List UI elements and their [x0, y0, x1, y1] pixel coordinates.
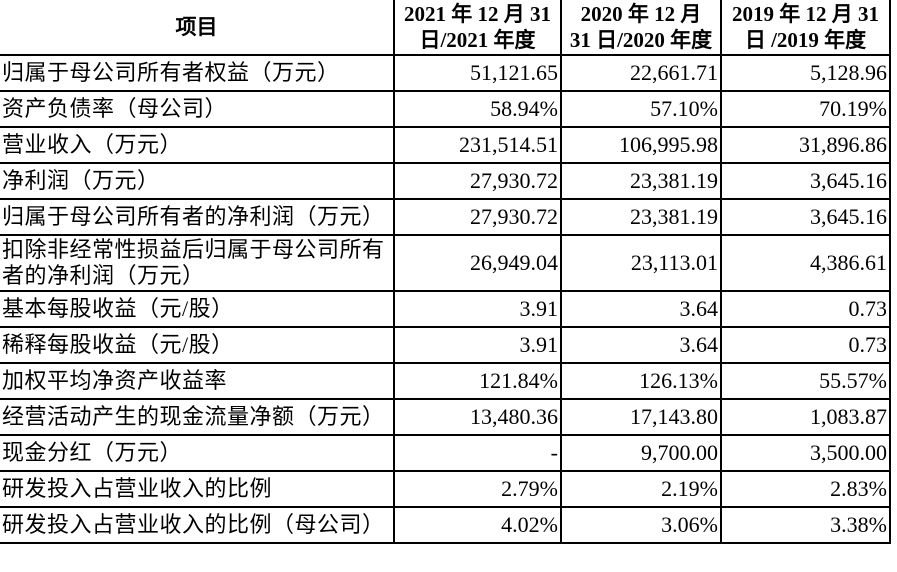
value-2019: 3,500.00: [720, 434, 891, 472]
row-label: 资产负债率（母公司）: [0, 90, 395, 128]
col-header-2020: 2020 年 12 月 31 日/2020 年度: [560, 0, 722, 56]
col-header-2021: 2021 年 12 月 31 日/2021 年度: [393, 0, 562, 56]
value-2021: 3.91: [393, 326, 562, 364]
row-label: 现金分红（万元）: [0, 434, 395, 472]
table-row: 稀释每股收益（元/股） 3.91 3.64 0.73: [0, 326, 891, 364]
table-row: 归属于母公司所有者权益（万元） 51,121.65 22,661.71 5,12…: [0, 54, 891, 92]
value-2020: 23,381.19: [560, 198, 722, 236]
value-2020: 17,143.80: [560, 398, 722, 436]
value-2021: 51,121.65: [393, 54, 562, 92]
value-2019: 3,645.16: [720, 162, 891, 200]
value-2021: 27,930.72: [393, 162, 562, 200]
value-2019: 70.19%: [720, 90, 891, 128]
row-label: 扣除非经常性损益后归属于母公司所有者的净利润（万元）: [0, 234, 395, 292]
value-2019: 4,386.61: [720, 234, 891, 292]
table-row: 基本每股收益（元/股） 3.91 3.64 0.73: [0, 290, 891, 328]
value-2019: 0.73: [720, 290, 891, 328]
value-2021: 13,480.36: [393, 398, 562, 436]
row-label: 归属于母公司所有者权益（万元）: [0, 54, 395, 92]
col-header-2019: 2019 年 12 月 31 日 /2019 年度: [720, 0, 891, 56]
value-2019: 5,128.96: [720, 54, 891, 92]
value-2021: 26,949.04: [393, 234, 562, 292]
table-row: 研发投入占营业收入的比例 2.79% 2.19% 2.83%: [0, 470, 891, 508]
table-row: 营业收入（万元） 231,514.51 106,995.98 31,896.86: [0, 126, 891, 164]
value-2019: 0.73: [720, 326, 891, 364]
table-row: 归属于母公司所有者的净利润（万元） 27,930.72 23,381.19 3,…: [0, 198, 891, 236]
value-2019: 31,896.86: [720, 126, 891, 164]
row-label: 净利润（万元）: [0, 162, 395, 200]
value-2020: 23,113.01: [560, 234, 722, 292]
value-2021: 58.94%: [393, 90, 562, 128]
row-label: 加权平均净资产收益率: [0, 362, 395, 400]
table-row: 现金分红（万元） - 9,700.00 3,500.00: [0, 434, 891, 472]
financial-summary-table: 项目 2021 年 12 月 31 日/2021 年度 2020 年 12 月 …: [0, 0, 891, 544]
table-row: 资产负债率（母公司） 58.94% 57.10% 70.19%: [0, 90, 891, 128]
value-2021: 4.02%: [393, 506, 562, 544]
value-2019: 3.38%: [720, 506, 891, 544]
value-2020: 126.13%: [560, 362, 722, 400]
value-2020: 3.06%: [560, 506, 722, 544]
value-2020: 3.64: [560, 326, 722, 364]
value-2020: 57.10%: [560, 90, 722, 128]
header-row: 项目 2021 年 12 月 31 日/2021 年度 2020 年 12 月 …: [0, 0, 891, 56]
row-label: 经营活动产生的现金流量净额（万元）: [0, 398, 395, 436]
value-2021: 27,930.72: [393, 198, 562, 236]
row-label: 研发投入占营业收入的比例（母公司）: [0, 506, 395, 544]
row-label: 基本每股收益（元/股）: [0, 290, 395, 328]
row-label: 研发投入占营业收入的比例: [0, 470, 395, 508]
row-label: 稀释每股收益（元/股）: [0, 326, 395, 364]
value-2020: 2.19%: [560, 470, 722, 508]
value-2019: 2.83%: [720, 470, 891, 508]
value-2021: 121.84%: [393, 362, 562, 400]
value-2020: 3.64: [560, 290, 722, 328]
table-row: 加权平均净资产收益率 121.84% 126.13% 55.57%: [0, 362, 891, 400]
value-2021: 231,514.51: [393, 126, 562, 164]
value-2021: 2.79%: [393, 470, 562, 508]
row-label: 营业收入（万元）: [0, 126, 395, 164]
col-header-item: 项目: [0, 0, 395, 56]
value-2020: 9,700.00: [560, 434, 722, 472]
value-2020: 22,661.71: [560, 54, 722, 92]
value-2021: 3.91: [393, 290, 562, 328]
table-row: 研发投入占营业收入的比例（母公司） 4.02% 3.06% 3.38%: [0, 506, 891, 544]
table-row: 经营活动产生的现金流量净额（万元） 13,480.36 17,143.80 1,…: [0, 398, 891, 436]
table-row: 净利润（万元） 27,930.72 23,381.19 3,645.16: [0, 162, 891, 200]
value-2021: -: [393, 434, 562, 472]
value-2020: 23,381.19: [560, 162, 722, 200]
value-2019: 3,645.16: [720, 198, 891, 236]
value-2020: 106,995.98: [560, 126, 722, 164]
value-2019: 55.57%: [720, 362, 891, 400]
row-label: 归属于母公司所有者的净利润（万元）: [0, 198, 395, 236]
value-2019: 1,083.87: [720, 398, 891, 436]
table-row: 扣除非经常性损益后归属于母公司所有者的净利润（万元） 26,949.04 23,…: [0, 234, 891, 292]
